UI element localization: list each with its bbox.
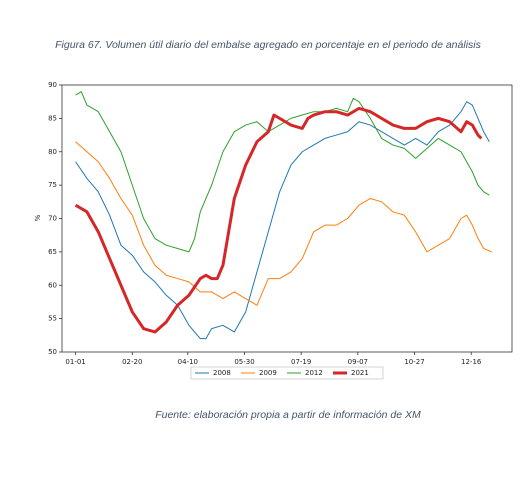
y-tick-label: 55	[48, 315, 57, 323]
plot-frame	[61, 84, 513, 353]
legend-label: 2008	[213, 369, 231, 377]
x-tick-label: 05-30	[234, 358, 254, 366]
y-tick-label: 75	[48, 181, 57, 189]
y-tick-label: 65	[48, 248, 57, 256]
y-tick-label: 90	[48, 81, 57, 89]
series-line	[75, 141, 492, 306]
series-line	[75, 101, 490, 340]
legend-label: 2021	[351, 369, 369, 377]
x-tick-label: 01-01	[65, 358, 85, 366]
y-tick-label: 50	[48, 348, 57, 356]
x-tick-label: 04-10	[178, 358, 198, 366]
x-tick-label: 12-16	[461, 358, 482, 366]
y-tick-label: 70	[48, 215, 57, 223]
y-axis-label: %	[34, 214, 42, 221]
figure-caption: Figura 67. Volumen útil diario del embal…	[55, 39, 481, 51]
x-tick-label: 10-27	[404, 358, 424, 366]
legend-label: 2009	[259, 369, 277, 377]
x-tick-label: 02-20	[122, 358, 142, 366]
source-note: Fuente: elaboración propia a partir de i…	[155, 409, 421, 421]
x-tick-label: 07-19	[291, 358, 311, 366]
series-line	[74, 106, 483, 334]
legend-label: 2012	[305, 369, 323, 377]
y-tick-label: 85	[48, 114, 57, 122]
y-tick-label: 80	[48, 148, 57, 156]
y-tick-label: 60	[48, 281, 57, 289]
series-line	[75, 91, 490, 253]
x-tick-label: 09-07	[348, 358, 368, 366]
